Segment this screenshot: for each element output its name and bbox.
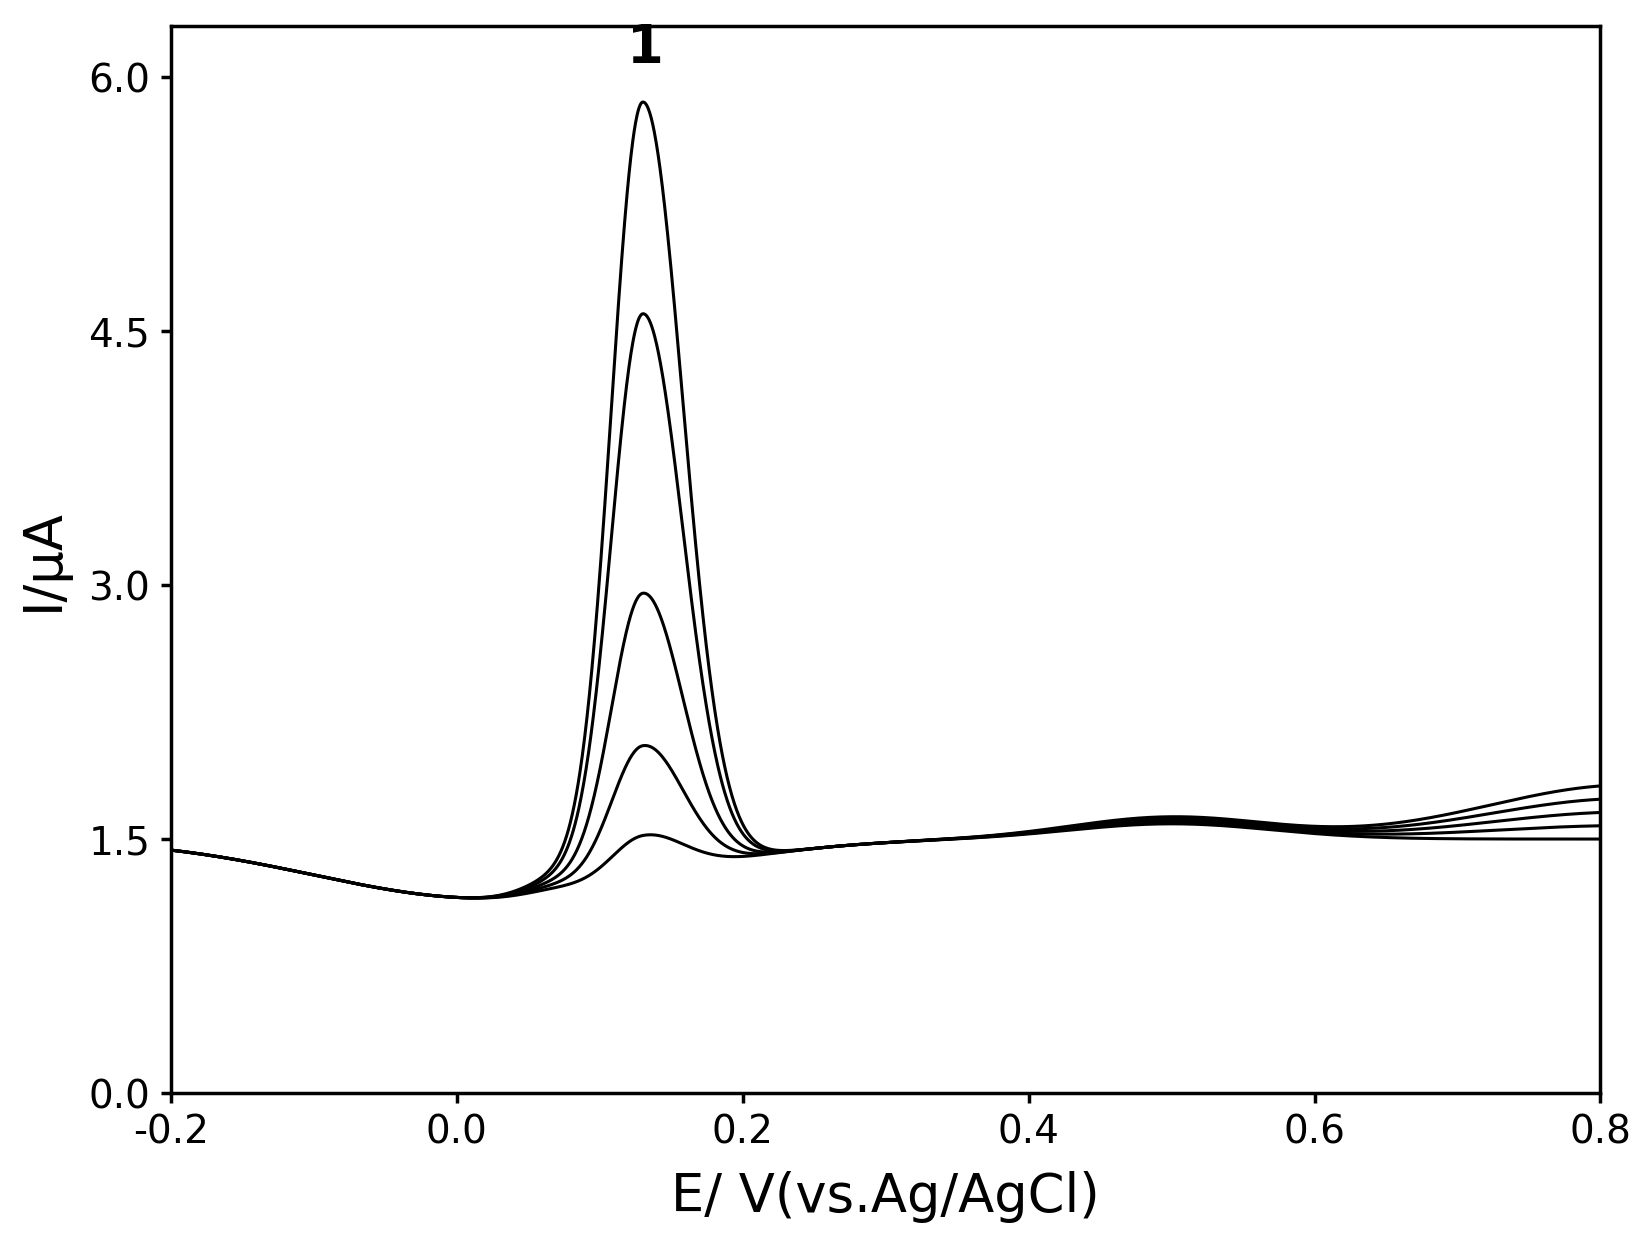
Text: 1: 1 — [628, 21, 664, 73]
X-axis label: E/ V(vs.Ag/AgCl): E/ V(vs.Ag/AgCl) — [671, 1172, 1101, 1224]
Y-axis label: I/μA: I/μA — [16, 508, 69, 611]
